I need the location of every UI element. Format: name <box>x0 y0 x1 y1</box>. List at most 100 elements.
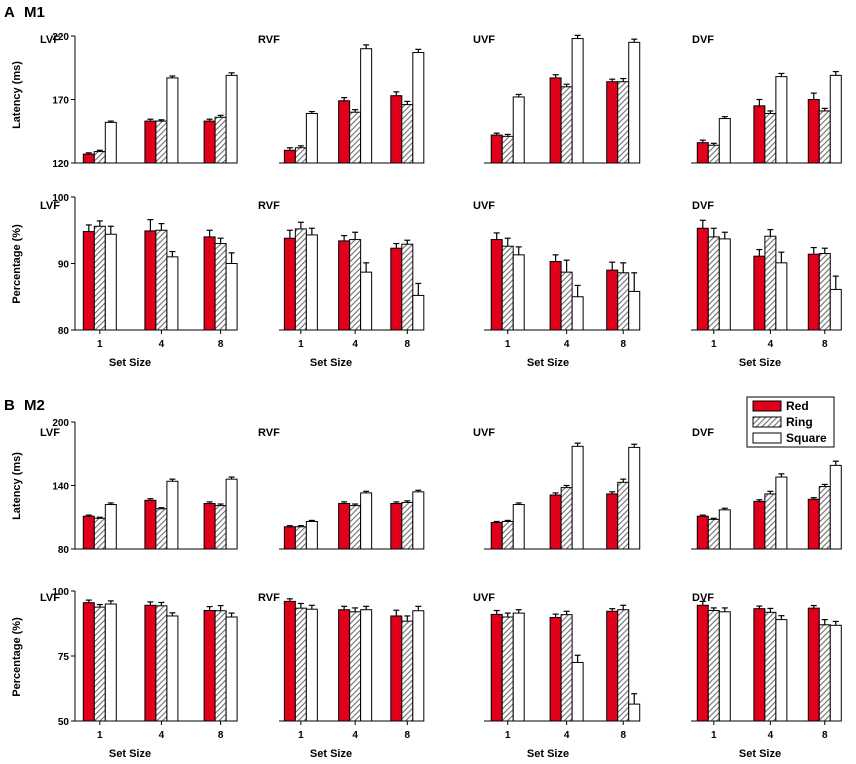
x-tick-label: 8 <box>405 730 411 741</box>
x-axis-label: Set Size <box>527 357 569 369</box>
bar-square <box>360 492 373 550</box>
bar-ring <box>617 272 630 331</box>
bar-square <box>225 616 238 722</box>
bar-square <box>775 262 788 331</box>
y-tick-label: 140 <box>52 482 69 493</box>
x-tick-label: 4 <box>564 339 570 350</box>
bar-red <box>203 120 216 164</box>
bar-square <box>412 491 425 550</box>
plots: 120 170 220 80 90 100 1 4 8 1 4 8 1 4 8 1 4 8 80 140 200 50 75… <box>52 32 842 741</box>
bar-square <box>166 77 179 164</box>
bar-ring <box>707 610 720 722</box>
bar-square <box>571 38 584 164</box>
bar-red <box>338 609 351 722</box>
bar-red <box>203 610 216 722</box>
bar-ring <box>764 611 777 722</box>
bar-ring <box>707 236 720 331</box>
bar-red <box>390 247 403 331</box>
bar-square <box>718 118 731 164</box>
bar-square <box>412 610 425 722</box>
bar-red <box>144 230 157 331</box>
bar-red <box>283 600 296 722</box>
bar-square <box>412 52 425 164</box>
subplot-title-uvf: UVF <box>473 427 495 439</box>
subplot-title-lvf: LVF <box>40 592 60 604</box>
bar-red <box>203 236 216 331</box>
x-tick-label: 1 <box>97 339 103 350</box>
x-tick-label: 4 <box>768 730 774 741</box>
bar-ring <box>294 147 307 164</box>
bar-square <box>829 288 842 331</box>
bar-ring <box>560 487 573 550</box>
subplot-title-dvf: DVF <box>692 592 714 604</box>
bar-red <box>753 255 766 331</box>
bar-ring <box>155 229 168 331</box>
legend-label-square: Square <box>786 431 827 445</box>
bar-red <box>82 231 95 331</box>
bar-square <box>104 504 117 550</box>
bar-red <box>753 608 766 722</box>
bar-red <box>338 100 351 164</box>
bar-red <box>390 615 403 722</box>
bar-square <box>412 294 425 331</box>
bar-square <box>571 662 584 722</box>
bar-red <box>696 515 709 550</box>
subplot-title-lvf: LVF <box>40 200 60 212</box>
bar-square <box>225 74 238 164</box>
x-axis-label: Set Size <box>310 748 352 760</box>
x-axis-label: Set Size <box>527 748 569 760</box>
bar-red <box>490 613 503 722</box>
x-tick-label: 1 <box>711 339 717 350</box>
y-tick-label: 200 <box>52 418 69 429</box>
x-tick-label: 1 <box>505 730 511 741</box>
y-tick-label: 100 <box>52 587 69 598</box>
subplot-title-rvf: RVF <box>258 200 280 212</box>
bar-red <box>82 153 95 164</box>
bar-red <box>82 515 95 550</box>
legend-swatch-square <box>752 432 782 444</box>
subplot-title-uvf: UVF <box>473 592 495 604</box>
x-tick-label: 8 <box>218 730 224 741</box>
y-tick-label: 80 <box>58 326 70 337</box>
bar-ring <box>501 135 514 164</box>
y-tick-label: 170 <box>52 96 69 107</box>
bar-square <box>628 290 641 331</box>
legend-label-red: Red <box>786 399 809 413</box>
bar-red <box>696 227 709 331</box>
bar-red <box>753 500 766 550</box>
bar-square <box>104 603 117 722</box>
bar-square <box>512 504 525 550</box>
bar-red <box>283 526 296 550</box>
x-axis-label: Set Size <box>739 357 781 369</box>
bar-red <box>549 494 562 550</box>
x-tick-label: 4 <box>564 730 570 741</box>
bar-ring <box>560 271 573 331</box>
x-tick-label: 8 <box>405 339 411 350</box>
bar-square <box>718 509 731 550</box>
y-tick-label: 75 <box>58 652 70 663</box>
bar-red <box>338 240 351 331</box>
bar-square <box>718 238 731 331</box>
subplot-title-lvf: LVF <box>40 34 60 46</box>
y-tick-label: 100 <box>52 193 69 204</box>
bar-square <box>104 233 117 331</box>
legend-swatch-red <box>752 400 782 412</box>
bar-ring <box>349 611 362 722</box>
bar-red <box>549 617 562 722</box>
bar-square <box>166 615 179 722</box>
bar-red <box>203 502 216 550</box>
x-axis-label: Set Size <box>109 748 151 760</box>
x-tick-label: 8 <box>620 339 626 350</box>
bar-square <box>775 76 788 164</box>
bar-red <box>390 95 403 164</box>
x-tick-label: 8 <box>218 339 224 350</box>
y-tick-label: 120 <box>52 159 69 170</box>
bar-square <box>512 254 525 331</box>
x-tick-label: 4 <box>352 730 358 741</box>
y-axis-label: Latency (ms) <box>11 452 23 520</box>
bar-ring <box>93 225 106 331</box>
bar-square <box>225 478 238 550</box>
bar-red <box>807 607 820 722</box>
y-axis-label: Percentage (%) <box>11 617 23 697</box>
subplot-title-uvf: UVF <box>473 200 495 212</box>
